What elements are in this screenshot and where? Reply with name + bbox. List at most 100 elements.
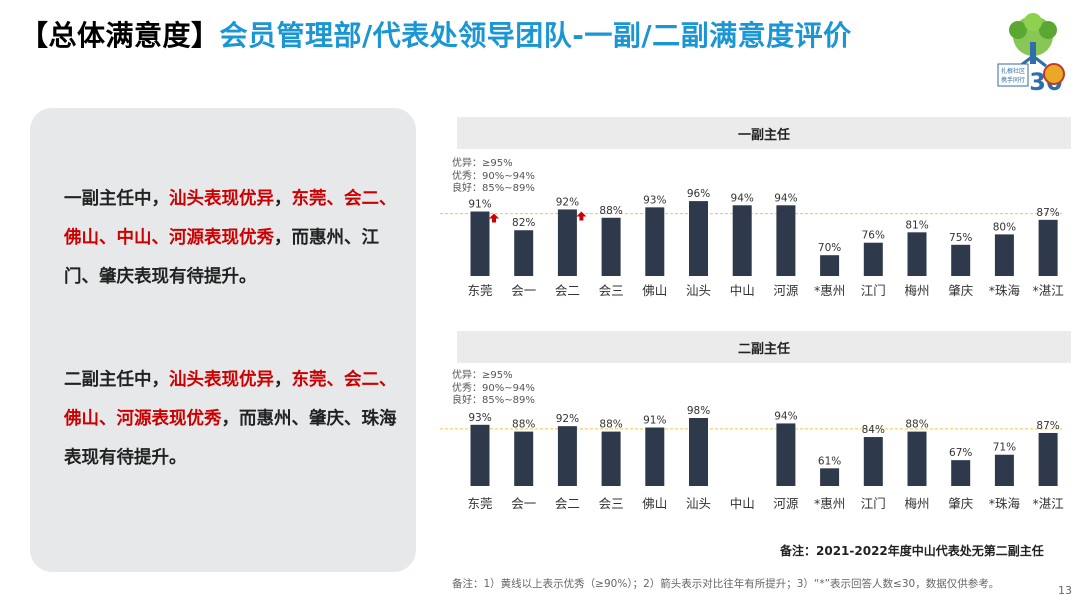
- data-label: 71%: [993, 442, 1016, 454]
- category-label: 会三: [599, 496, 624, 511]
- logo-text-1: 扎根社区: [1001, 67, 1025, 75]
- category-label: 佛山: [642, 283, 667, 298]
- category-label: 河源: [773, 283, 799, 298]
- legend-good-plus: 优秀：90%~94%: [452, 382, 535, 394]
- bar: [820, 255, 840, 276]
- bar: [601, 217, 621, 276]
- category-label: 梅州: [904, 283, 929, 298]
- category-label: *珠海: [989, 283, 1021, 298]
- data-label: 88%: [599, 205, 622, 217]
- bar: [1038, 432, 1058, 486]
- bar: [557, 209, 577, 276]
- p1-highlight-1: 汕头表现优异: [169, 189, 274, 209]
- data-label: 61%: [818, 455, 841, 467]
- data-label: 67%: [949, 447, 972, 459]
- data-label: 92%: [556, 413, 579, 425]
- category-label: 肇庆: [948, 496, 974, 511]
- bar: [863, 437, 883, 486]
- bar: [514, 230, 534, 276]
- category-label: *惠州: [814, 283, 845, 298]
- p2-highlight-2: 东莞、会二、佛山、河源表现优秀: [64, 370, 397, 429]
- bar: [907, 232, 927, 276]
- p1-text-2: ，: [274, 189, 292, 209]
- chart-note: 备注：2021-2022年度中山代表处无第二副主任: [780, 544, 1044, 558]
- category-label: *珠海: [989, 496, 1021, 511]
- data-label: 70%: [818, 242, 841, 254]
- anniversary-logo: 扎根社区 携手同行 30: [997, 13, 1065, 96]
- bar: [645, 427, 665, 486]
- bar: [689, 201, 708, 276]
- bar: [689, 418, 708, 486]
- p2-text-3: ，而惠州、肇庆、珠海表现有待提升。: [64, 409, 397, 468]
- summary-paragraph-2: 二副主任中，汕头表现优异，东莞、会二、佛山、河源表现优秀，而惠州、肇庆、珠海表现…: [64, 361, 409, 478]
- category-label: *湛江: [1032, 496, 1063, 511]
- data-label: 76%: [862, 230, 885, 242]
- bar: [907, 431, 927, 486]
- category-label: *湛江: [1032, 283, 1063, 298]
- category-label: 中山: [730, 283, 755, 298]
- category-label: 会二: [555, 496, 580, 511]
- chart1-legend: 优异：≥95% 优秀：90%~94% 良好：85%~89%: [452, 158, 535, 196]
- title-main: 会员管理部/代表处领导团队-一副/二副满意度评价: [219, 19, 852, 52]
- bar: [1038, 219, 1058, 276]
- p2-text-2: ，: [274, 370, 292, 390]
- page-number: 13: [1058, 584, 1072, 597]
- data-label: 75%: [949, 232, 972, 244]
- legend-good-plus: 优秀：90%~94%: [452, 170, 535, 182]
- category-label: 中山: [730, 496, 755, 511]
- data-label: 93%: [643, 194, 666, 206]
- bar: [645, 207, 665, 276]
- bar: [557, 426, 577, 486]
- bar: [776, 205, 796, 276]
- data-label: 94%: [731, 192, 754, 204]
- p2-highlight-1: 汕头表现优异: [169, 370, 274, 390]
- data-label: 82%: [512, 217, 535, 229]
- bar: [470, 211, 490, 276]
- bar: [994, 454, 1014, 486]
- category-label: 江门: [861, 283, 886, 298]
- bar: [951, 244, 971, 276]
- bar: [470, 424, 490, 486]
- bar: [820, 468, 840, 486]
- chart2-plot: 93% 东莞 88% 会一 92% 会二 88% 会三 91% 佛山 98% 汕头 中山 94% 河源 61%…: [440, 405, 1064, 511]
- summary-panel: 一副主任中，汕头表现优异，东莞、会二、佛山、中山、河源表现优秀，而惠州、江门、肇…: [30, 108, 416, 572]
- data-label: 88%: [905, 419, 928, 431]
- data-label: 88%: [512, 419, 535, 431]
- data-label: 80%: [993, 221, 1016, 233]
- p1-text-1: 一副主任中，: [64, 189, 169, 209]
- up-arrow-icon: [489, 213, 499, 223]
- footnote: 备注：1）黄线以上表示优秀（≥90%）；2）箭头表示对比往年有所提升；3）“*”…: [452, 578, 1000, 590]
- chart2-legend: 优异：≥95% 优秀：90%~94% 良好：85%~89%: [452, 370, 535, 408]
- category-label: 江门: [861, 496, 886, 511]
- category-label: 会二: [555, 283, 580, 298]
- category-label: 会三: [599, 283, 624, 298]
- data-label: 87%: [1036, 207, 1059, 219]
- bar: [951, 460, 971, 486]
- chart1-plot: 91% 东莞 82% 会一 92% 会二 88% 会三 93% 佛山 96% 汕头 94% 中山 94% 河源…: [440, 188, 1064, 298]
- category-label: 东莞: [467, 496, 492, 511]
- category-label: 汕头: [686, 283, 711, 298]
- bar: [994, 234, 1014, 276]
- category-label: *惠州: [814, 496, 845, 511]
- legend-excellent: 优异：≥95%: [452, 158, 513, 169]
- data-label: 94%: [774, 410, 797, 422]
- p2-text-1: 二副主任中，: [64, 370, 169, 390]
- chart2-title: 二副主任: [457, 331, 1071, 363]
- p1-text-3: ，而惠州、江门、肇庆表现有待提升。: [64, 228, 379, 287]
- bar: [732, 205, 752, 276]
- data-label: 81%: [905, 219, 928, 231]
- data-label: 98%: [687, 405, 710, 417]
- category-label: 佛山: [642, 496, 667, 511]
- data-label: 84%: [862, 424, 885, 436]
- bar: [601, 431, 621, 486]
- bar: [863, 242, 883, 276]
- legend-excellent: 优异：≥95%: [452, 370, 513, 381]
- data-label: 92%: [556, 196, 579, 208]
- bar: [514, 431, 534, 486]
- data-label: 91%: [468, 199, 491, 211]
- title-bracket: 【总体满意度】: [20, 19, 220, 52]
- p1-highlight-2: 东莞、会二、佛山、中山、河源表现优秀: [64, 189, 397, 248]
- category-label: 会一: [511, 283, 536, 298]
- data-label: 96%: [687, 188, 710, 200]
- bar: [776, 423, 796, 486]
